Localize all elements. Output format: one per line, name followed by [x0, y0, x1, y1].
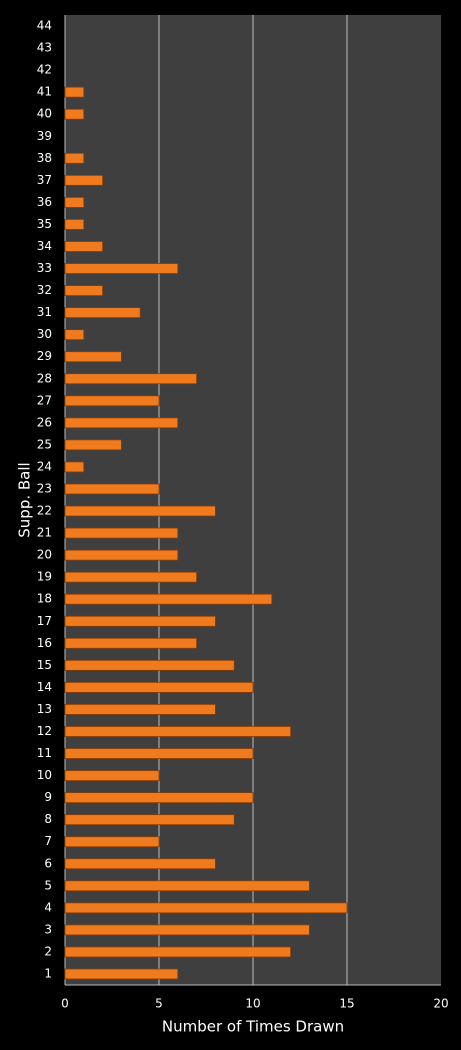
y-tick-label: 40	[37, 107, 52, 121]
y-tick-label: 8	[44, 812, 52, 826]
bar	[64, 417, 179, 429]
bar	[64, 527, 179, 539]
bar	[64, 726, 292, 737]
bar	[64, 946, 292, 958]
bar	[64, 880, 310, 892]
bar	[64, 439, 122, 451]
bar	[64, 483, 160, 495]
bar	[64, 858, 216, 870]
y-tick-label: 41	[37, 85, 52, 99]
y-tick-label: 22	[37, 504, 52, 518]
y-tick-label: 12	[37, 724, 52, 738]
bar	[64, 924, 310, 936]
bar	[64, 307, 141, 319]
y-tick-label: 36	[37, 195, 52, 209]
y-tick-label: 27	[37, 393, 52, 407]
bar	[64, 593, 273, 605]
y-tick-label: 13	[37, 702, 52, 716]
y-tick-label: 11	[37, 746, 52, 760]
y-tick-label: 25	[37, 437, 52, 451]
y-tick-label: 19	[37, 570, 52, 584]
y-tick-label: 14	[37, 680, 52, 694]
bar	[64, 152, 85, 164]
bar	[64, 285, 103, 296]
y-tick-label: 30	[37, 327, 52, 341]
y-tick-label: 31	[37, 305, 52, 319]
bar	[64, 461, 85, 473]
bar	[64, 571, 198, 583]
x-tick-label: 10	[245, 997, 260, 1011]
y-tick-label: 28	[37, 371, 52, 385]
bar	[64, 219, 85, 230]
x-tick-label: 15	[339, 997, 354, 1011]
y-tick-label: 9	[44, 790, 52, 804]
bar	[64, 704, 216, 715]
x-tick-label: 5	[155, 997, 163, 1011]
y-tick-label: 33	[37, 261, 52, 275]
x-axis-title: Number of Times Drawn	[162, 1018, 344, 1036]
bar	[64, 549, 179, 561]
bar	[64, 615, 216, 627]
y-tick-label: 37	[37, 173, 52, 187]
bar	[64, 329, 85, 341]
y-tick-label: 35	[37, 217, 52, 231]
bar	[64, 86, 85, 98]
y-tick-label: 26	[37, 415, 52, 429]
bar	[64, 792, 254, 804]
bar	[64, 968, 179, 980]
y-axis-title: Supp. Ball	[16, 462, 34, 537]
y-tick-label: 17	[37, 614, 52, 628]
y-tick-label: 42	[37, 63, 52, 77]
bar	[64, 814, 235, 826]
y-tick-label: 2	[44, 944, 52, 958]
y-tick-label: 16	[37, 636, 52, 650]
y-tick-label: 6	[44, 856, 52, 870]
y-tick-label: 23	[37, 481, 52, 495]
bar	[64, 351, 122, 363]
y-tick-label: 18	[37, 592, 52, 606]
bar	[64, 263, 179, 274]
bar	[64, 174, 103, 186]
y-tick-label: 21	[37, 526, 52, 540]
y-tick-label: 39	[37, 129, 52, 143]
bar	[64, 241, 103, 252]
bar	[64, 902, 348, 914]
y-tick-label: 24	[37, 459, 52, 473]
y-tick-label: 20	[37, 548, 52, 562]
bar	[64, 659, 235, 671]
bar	[64, 836, 160, 848]
bar	[64, 395, 160, 407]
y-tick-label: 1	[44, 966, 52, 980]
y-tick-label: 10	[37, 768, 52, 782]
y-tick-label: 29	[37, 349, 52, 363]
y-tick-label: 34	[37, 239, 52, 253]
bar	[64, 637, 198, 649]
bar	[64, 748, 254, 759]
y-tick-label: 5	[44, 878, 52, 892]
y-tick-label: 38	[37, 151, 52, 165]
y-tick-label: 32	[37, 283, 52, 297]
bar	[64, 770, 160, 781]
bar	[64, 108, 85, 120]
bar	[64, 373, 198, 385]
y-tick-label: 43	[37, 41, 52, 55]
x-tick-label: 0	[61, 997, 69, 1011]
bar	[64, 505, 216, 517]
y-tick-label: 44	[37, 19, 52, 33]
y-tick-label: 3	[44, 922, 52, 936]
bar	[64, 681, 254, 693]
y-tick-label: 7	[44, 834, 52, 848]
y-tick-label: 15	[37, 658, 52, 672]
x-tick-label: 20	[433, 997, 448, 1011]
bar	[64, 196, 85, 208]
y-tick-label: 4	[44, 900, 52, 914]
